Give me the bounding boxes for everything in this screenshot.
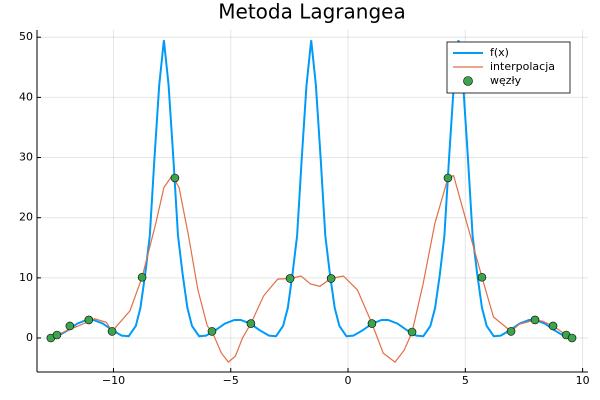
legend-marker [463,76,473,86]
node-point [530,315,540,325]
x-tick-label: −10 [102,374,125,387]
x-tick-label: 5 [462,374,469,387]
node-point [246,319,256,328]
node-point [285,274,295,283]
y-tick-label: 0 [26,331,33,344]
node-point [52,330,62,340]
y-tick-label: 50 [19,30,33,43]
legend-label: f(x) [490,46,509,59]
node-point [548,321,558,331]
node-point [84,315,94,325]
node-point [477,272,487,282]
x-tick-label: −5 [223,374,239,387]
node-point [326,274,336,283]
legend-label: węzły [490,74,522,87]
legend-label: interpolacja [490,60,555,73]
x-tick-label: 10 [576,374,590,387]
y-tick-label: 30 [19,151,33,164]
node-point [367,319,377,328]
node-point [107,327,117,336]
x-tick-label: 0 [345,374,352,387]
node-point [65,321,75,331]
node-point [443,173,453,183]
chart-title: Metoda Lagrangea [218,0,405,24]
node-point [506,327,516,336]
y-tick-label: 40 [19,90,33,103]
line [50,40,573,338]
node-point [170,173,180,183]
y-tick-label: 20 [19,211,33,224]
node-point [207,327,217,336]
node-point [407,327,417,337]
node-point [567,333,577,343]
y-tick-label: 10 [19,271,33,284]
node-point [137,272,147,282]
